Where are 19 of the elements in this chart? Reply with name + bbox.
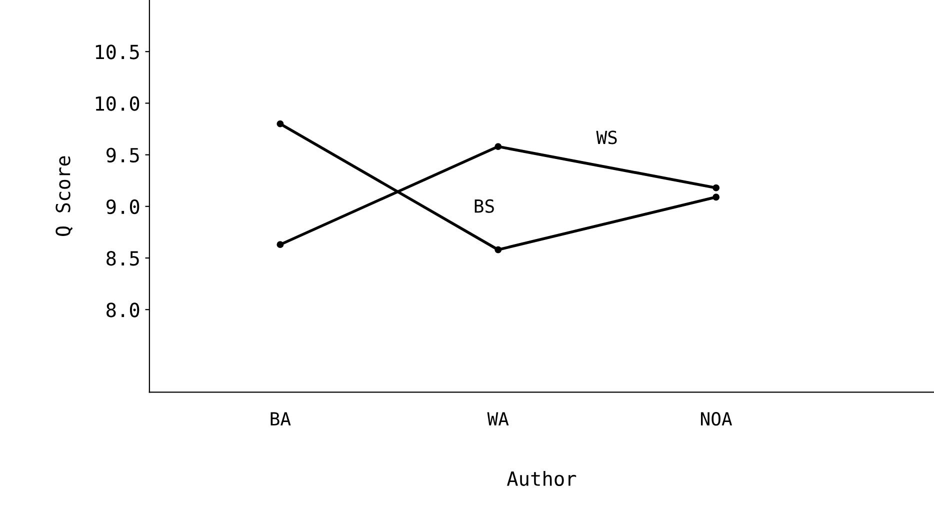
point [494,246,502,254]
point [276,241,284,248]
y-tick-label: 8.5 [106,251,139,266]
x-tick-label: BA [270,412,291,426]
point [712,184,720,192]
point [494,143,502,150]
point [712,194,720,201]
x-tick-label: WA [487,412,509,426]
y-tick-label: 10.5 [96,44,139,60]
x-tick-label: NOA [700,412,732,426]
series-label: BS [474,199,494,213]
series-label: WS [596,130,617,144]
y-tick-label: 9.0 [106,199,140,214]
y-axis-title: Q Score [56,156,73,236]
y-tick-label: 8.0 [106,302,140,318]
y-tick-label: 10.0 [96,96,140,111]
y-tick-label: 9.5 [106,148,139,163]
x-axis-title: Author [506,470,576,486]
point [276,120,284,128]
